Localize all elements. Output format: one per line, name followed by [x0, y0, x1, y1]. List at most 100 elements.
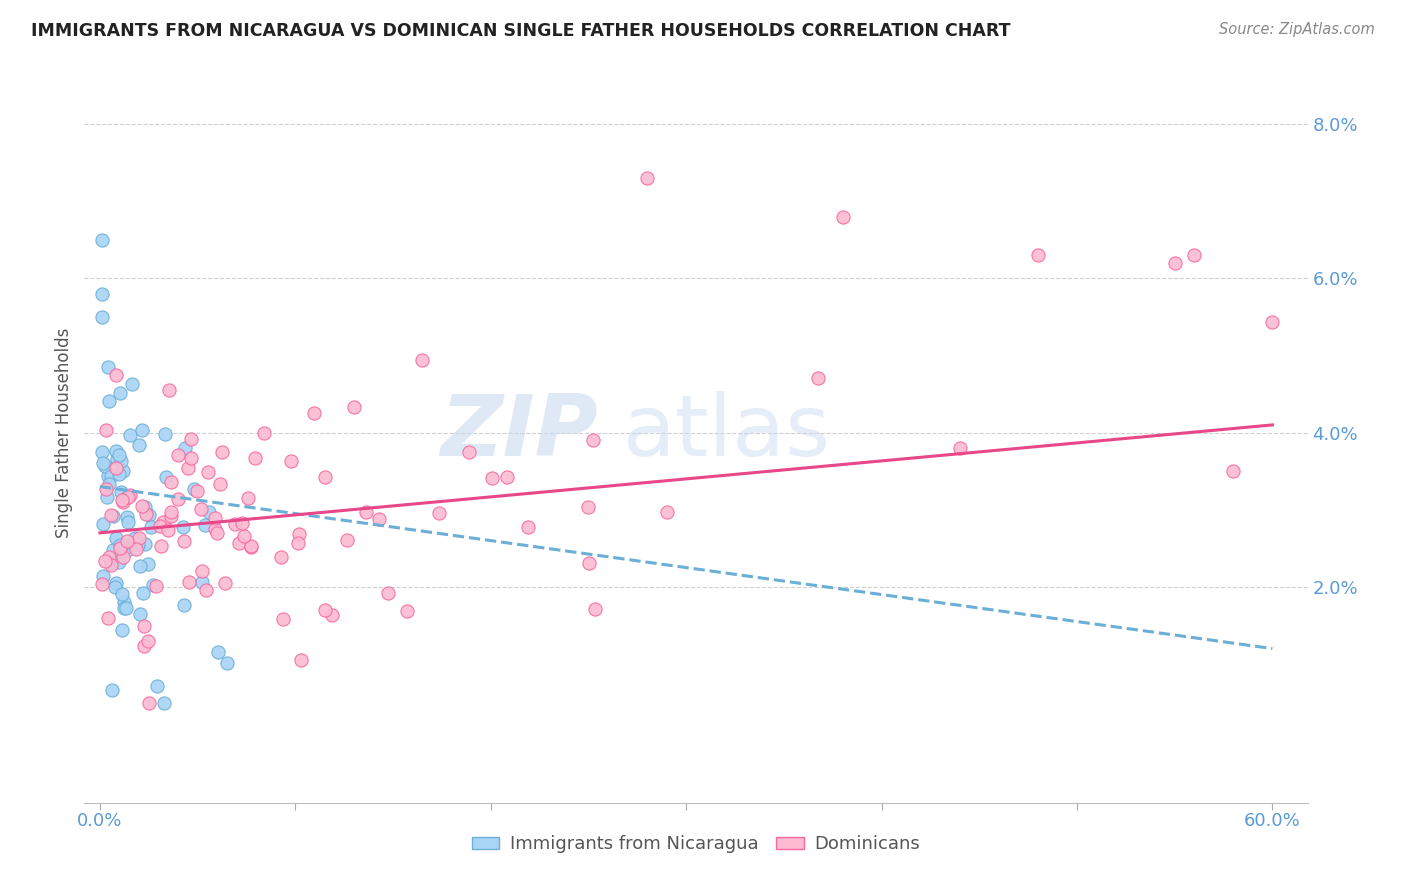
Point	[1026, 248, 1049, 262]
Point	[128, 532, 150, 546]
Point	[141, 519, 163, 533]
Point	[195, 582, 218, 597]
Point	[115, 491, 138, 505]
Point	[150, 539, 173, 553]
Point	[101, 508, 124, 523]
Point	[132, 586, 155, 600]
Point	[121, 377, 143, 392]
Point	[636, 171, 658, 186]
Legend: Immigrants from Nicaragua, Dominicans: Immigrants from Nicaragua, Dominicans	[464, 828, 928, 861]
Point	[118, 488, 141, 502]
Point	[112, 540, 135, 554]
Point	[110, 484, 132, 499]
Point	[198, 505, 221, 519]
Point	[153, 696, 176, 710]
Point	[176, 461, 198, 475]
Point	[110, 454, 132, 468]
Point	[270, 549, 292, 564]
Point	[111, 464, 134, 478]
Point	[127, 538, 149, 552]
Point	[582, 433, 605, 447]
Point	[585, 601, 607, 615]
Point	[149, 519, 172, 533]
Point	[108, 538, 131, 552]
Point	[228, 535, 250, 549]
Point	[91, 233, 114, 247]
Point	[336, 533, 359, 548]
Point	[132, 640, 155, 654]
Point	[302, 406, 325, 420]
Point	[243, 450, 266, 465]
Point	[314, 602, 336, 616]
Text: ZIP: ZIP	[440, 391, 598, 475]
Point	[1163, 256, 1185, 270]
Point	[155, 470, 177, 484]
Point	[94, 423, 117, 437]
Point	[97, 468, 120, 483]
Y-axis label: Single Father Households: Single Father Households	[55, 327, 73, 538]
Point	[167, 448, 190, 462]
Point	[186, 483, 208, 498]
Point	[91, 569, 114, 583]
Point	[157, 383, 180, 397]
Point	[114, 595, 136, 609]
Point	[172, 520, 194, 534]
Point	[427, 506, 450, 520]
Point	[578, 556, 600, 570]
Point	[93, 456, 115, 470]
Point	[97, 359, 120, 374]
Point	[108, 541, 131, 556]
Point	[132, 619, 155, 633]
Point	[1261, 315, 1284, 329]
Point	[100, 508, 122, 523]
Point	[115, 544, 138, 558]
Point	[111, 549, 134, 564]
Point	[111, 538, 134, 552]
Point	[97, 611, 120, 625]
Point	[287, 536, 309, 550]
Point	[108, 448, 131, 462]
Point	[209, 477, 232, 491]
Point	[134, 500, 156, 514]
Point	[481, 471, 503, 485]
Point	[105, 443, 128, 458]
Point	[458, 444, 481, 458]
Point	[115, 534, 138, 549]
Point	[239, 539, 262, 553]
Point	[290, 653, 312, 667]
Point	[100, 555, 122, 569]
Point	[240, 540, 263, 554]
Point	[232, 529, 254, 543]
Point	[211, 445, 233, 459]
Point	[124, 531, 146, 545]
Point	[496, 469, 519, 483]
Point	[183, 482, 205, 496]
Point	[368, 511, 391, 525]
Point	[142, 578, 165, 592]
Point	[105, 368, 128, 383]
Point	[107, 467, 129, 482]
Point	[377, 586, 399, 600]
Point	[411, 353, 433, 368]
Point	[949, 441, 972, 455]
Text: atlas: atlas	[623, 391, 831, 475]
Point	[125, 542, 148, 557]
Point	[204, 522, 226, 536]
Point	[112, 495, 135, 509]
Point	[138, 633, 160, 648]
Point	[395, 604, 418, 618]
Point	[354, 505, 377, 519]
Point	[152, 515, 174, 529]
Point	[131, 500, 153, 514]
Point	[101, 682, 124, 697]
Point	[96, 490, 118, 504]
Point	[197, 466, 219, 480]
Point	[115, 600, 138, 615]
Text: IMMIGRANTS FROM NICARAGUA VS DOMINICAN SINGLE FATHER HOUSEHOLDS CORRELATION CHAR: IMMIGRANTS FROM NICARAGUA VS DOMINICAN S…	[31, 22, 1011, 40]
Point	[180, 451, 202, 466]
Point	[236, 491, 259, 505]
Point	[177, 575, 200, 590]
Point	[108, 555, 131, 569]
Point	[160, 475, 183, 489]
Text: Source: ZipAtlas.com: Source: ZipAtlas.com	[1219, 22, 1375, 37]
